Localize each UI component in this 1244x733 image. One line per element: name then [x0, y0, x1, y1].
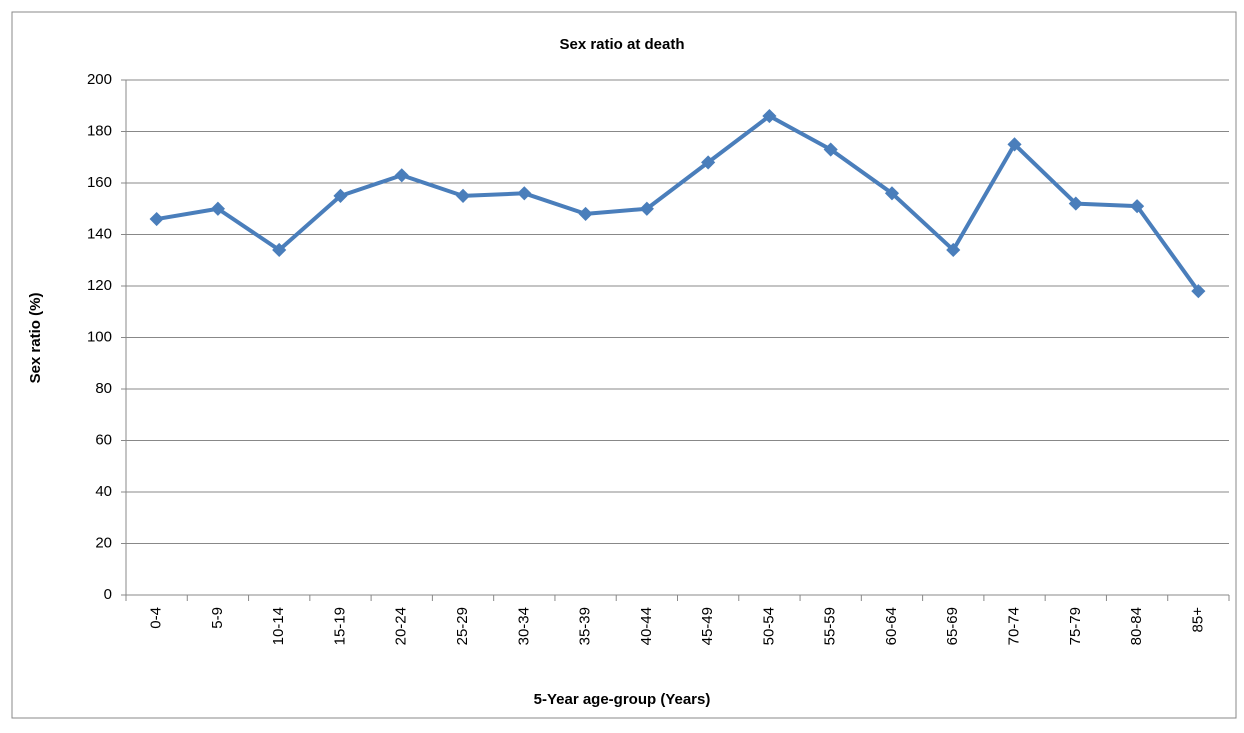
- x-tick-label: 0-4: [148, 607, 165, 629]
- marker: [946, 242, 961, 258]
- y-tick-label: 0: [104, 586, 112, 603]
- y-axis-title: Sex ratio (%): [27, 293, 44, 384]
- marker: [578, 206, 593, 221]
- y-tick-label: 60: [95, 431, 112, 448]
- y-tick-label: 100: [87, 328, 112, 345]
- marker: [333, 188, 348, 203]
- x-tick-label: 35-39: [577, 607, 594, 645]
- x-tick-label: 80-84: [1128, 607, 1145, 645]
- y-tick-label: 200: [87, 71, 112, 88]
- marker: [639, 201, 654, 216]
- marker: [884, 186, 900, 201]
- y-tick-label: 160: [87, 174, 112, 191]
- marker: [149, 211, 164, 227]
- x-tick-label: 10-14: [270, 607, 287, 645]
- x-tick-label: 20-24: [393, 607, 410, 645]
- x-tick-label: 40-44: [638, 607, 655, 645]
- x-tick-label: 65-69: [944, 607, 961, 645]
- y-tick-label: 120: [87, 277, 112, 294]
- line: [156, 114, 1200, 293]
- marker: [517, 186, 532, 201]
- y-tick-label: 140: [87, 225, 112, 242]
- y-tick-label: 80: [95, 380, 112, 397]
- y-tick-label: 180: [87, 122, 112, 139]
- x-tick-label: 15-19: [331, 607, 348, 645]
- marker: [1007, 137, 1022, 152]
- x-tick-label: 55-59: [822, 607, 839, 645]
- chart-border: [11, 11, 1237, 719]
- x-tick-label: 30-34: [515, 607, 532, 645]
- x-axis-title: 5-Year age-group (Years): [534, 691, 711, 708]
- x-tick-label: 5-9: [209, 607, 226, 629]
- x-tick-label: 25-29: [454, 607, 471, 645]
- marker: [1068, 196, 1083, 211]
- marker: [823, 142, 838, 157]
- marker: [455, 188, 471, 203]
- x-tick-label: 85+: [1189, 607, 1206, 633]
- marker: [701, 155, 716, 170]
- x-tick-label: 75-79: [1067, 607, 1084, 645]
- chart-title: Sex ratio at death: [559, 36, 684, 53]
- x-tick-label: 70-74: [1005, 607, 1022, 645]
- marker: [272, 242, 287, 258]
- marker: [762, 108, 777, 124]
- x-tick-label: 45-49: [699, 607, 716, 645]
- x-tick-label: 50-54: [760, 607, 777, 645]
- y-tick-label: 40: [95, 483, 112, 500]
- marker: [1130, 199, 1145, 214]
- x-tick-label: 60-64: [883, 607, 900, 645]
- y-tick-label: 20: [95, 534, 112, 551]
- marker: [210, 201, 225, 216]
- marker: [394, 168, 409, 183]
- marker: [1191, 284, 1206, 299]
